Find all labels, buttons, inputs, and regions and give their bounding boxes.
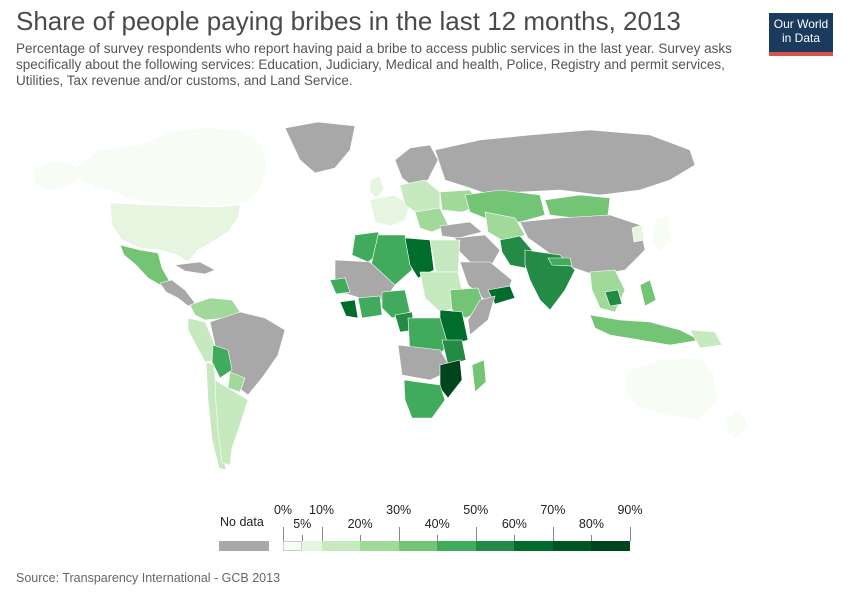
legend-tick-20 xyxy=(360,535,362,541)
region-russia xyxy=(434,129,696,196)
source-note[interactable]: Source: Transparency International - GCB… xyxy=(16,571,281,585)
legend-label-50: 50% xyxy=(463,503,489,517)
legend-tick-5 xyxy=(302,535,304,541)
legend-label-90: 90% xyxy=(617,503,643,517)
legend-bin-30-40[interactable] xyxy=(398,541,438,551)
logo-line-1: Our World xyxy=(773,17,829,31)
map-legend: No data 0% 10% 30% 50% 70% 90% 5% 20% 40% 60% 80% xyxy=(0,495,850,565)
legend-no-data-swatch xyxy=(219,541,269,551)
legend-label-5: 5% xyxy=(293,517,312,531)
region-madagascar xyxy=(471,359,487,393)
legend-label-30: 30% xyxy=(386,503,412,517)
region-se-asia xyxy=(589,269,626,313)
region-west-europe xyxy=(369,194,411,227)
region-greenland xyxy=(284,121,356,174)
legend-label-60: 60% xyxy=(501,517,527,531)
region-china xyxy=(519,214,646,276)
legend-bin-50-60[interactable] xyxy=(475,541,515,551)
world-map[interactable] xyxy=(0,110,850,495)
region-ghana-area xyxy=(357,295,383,319)
chart-title: Share of people paying bribes in the las… xyxy=(16,6,681,36)
region-indonesia xyxy=(589,314,701,346)
legend-bin-20-30[interactable] xyxy=(360,541,399,551)
legend-label-0: 0% xyxy=(273,503,293,517)
region-scandinavia xyxy=(394,144,439,189)
region-cambodia xyxy=(604,289,623,307)
legend-bin-40-50[interactable] xyxy=(437,541,476,551)
region-mongolia xyxy=(544,194,611,219)
legend-tick-0 xyxy=(283,527,284,541)
region-new-zealand xyxy=(724,409,749,441)
region-mexico xyxy=(119,244,171,287)
legend-tick-50 xyxy=(475,527,477,541)
legend-tick-90 xyxy=(630,527,631,541)
legend-tick-10 xyxy=(321,527,323,541)
region-senegal xyxy=(329,277,351,295)
legend-label-20: 20% xyxy=(347,517,373,531)
legend-tick-80 xyxy=(591,535,593,541)
region-paraguay xyxy=(227,371,246,393)
region-mozambique xyxy=(439,359,463,399)
chart-subtitle: Percentage of survey respondents who rep… xyxy=(16,41,732,88)
region-central-america xyxy=(159,279,196,307)
logo-accent-bar xyxy=(769,52,833,56)
region-bolivia xyxy=(211,344,233,379)
region-usa xyxy=(109,202,241,263)
region-somalia xyxy=(467,295,496,336)
legend-tick-70 xyxy=(552,527,554,541)
legend-tick-30 xyxy=(398,527,400,541)
legend-bin-10-20[interactable] xyxy=(321,541,361,551)
region-philippines xyxy=(639,279,657,307)
region-caribbean xyxy=(174,261,216,275)
legend-bin-5-10[interactable] xyxy=(302,541,322,551)
logo-line-2: in Data xyxy=(781,31,821,45)
legend-bin-80-90[interactable] xyxy=(591,541,630,551)
legend-no-data-label: No data xyxy=(220,515,264,529)
legend-bin-70-80[interactable] xyxy=(552,541,592,551)
region-uk xyxy=(369,175,385,199)
region-papua xyxy=(689,329,723,349)
region-nepal xyxy=(547,257,573,267)
region-japan xyxy=(651,214,673,253)
region-peru-ecuador xyxy=(187,317,219,363)
region-egypt xyxy=(429,239,461,273)
region-turkey xyxy=(439,221,483,239)
legend-bin-60-70[interactable] xyxy=(514,541,553,551)
legend-label-10: 10% xyxy=(309,503,335,517)
legend-tick-40 xyxy=(437,535,439,541)
region-argentina xyxy=(214,379,249,466)
region-alaska xyxy=(31,159,79,191)
region-afghanistan-pakistan xyxy=(499,235,533,269)
region-canada xyxy=(69,127,269,207)
region-tanzania xyxy=(441,339,467,366)
region-australia xyxy=(624,357,719,421)
legend-label-70: 70% xyxy=(540,503,566,517)
owid-logo[interactable]: Our World in Data xyxy=(769,13,833,56)
region-korea xyxy=(631,224,645,243)
region-southern-africa xyxy=(403,379,446,419)
legend-tick-60 xyxy=(514,535,516,541)
legend-label-40: 40% xyxy=(424,517,450,531)
legend-bin-0-5[interactable] xyxy=(283,541,303,551)
region-sierra-leone-liberia xyxy=(339,299,359,319)
legend-label-80: 80% xyxy=(578,517,604,531)
